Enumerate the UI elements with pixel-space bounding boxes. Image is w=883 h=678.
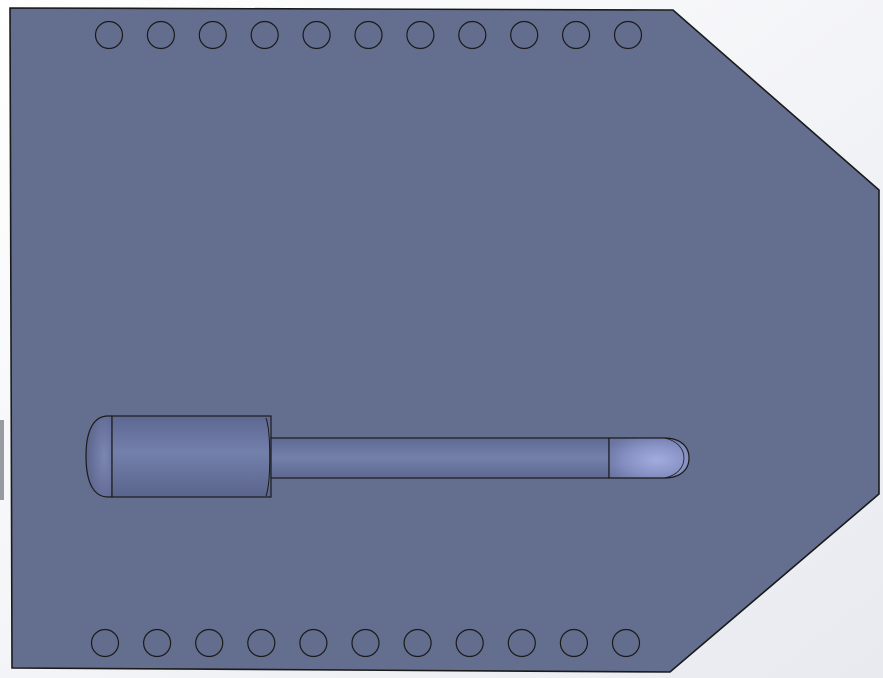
channel-slot[interactable] [85,415,690,498]
bottom-row-hole[interactable] [351,628,380,658]
bottom-row-hole[interactable] [143,628,172,658]
bottom-row-hole[interactable] [299,628,328,658]
bottom-row-hole[interactable] [455,628,484,658]
channel-tip-round [608,437,690,479]
top-row-hole[interactable] [510,20,539,50]
top-row-hole[interactable] [458,20,487,50]
top-row-hole[interactable] [613,20,643,50]
bottom-row-hole[interactable] [195,628,224,658]
top-row-hole[interactable] [406,20,435,50]
channel-wide-section [111,415,272,498]
top-row-hole[interactable] [561,20,591,50]
channel-tip-inner-edge [663,437,685,479]
channel-narrow-section [270,437,610,479]
bottom-row-hole[interactable] [559,628,589,658]
top-row-hole[interactable] [302,20,331,50]
top-row-hole[interactable] [250,20,279,50]
left-edge-shadow [0,420,4,500]
bottom-row-hole[interactable] [403,628,432,658]
bottom-hole-row [90,628,641,658]
top-row-hole[interactable] [354,20,383,50]
bottom-row-hole[interactable] [90,628,120,658]
bottom-row-hole[interactable] [507,628,536,658]
bottom-row-hole[interactable] [247,628,276,658]
top-row-hole[interactable] [146,20,175,50]
plate-face[interactable] [9,7,880,673]
bottom-row-hole[interactable] [611,628,641,658]
channel-end-cap-left [85,415,113,498]
top-hole-row [94,20,643,50]
top-row-hole[interactable] [198,20,227,50]
top-row-hole[interactable] [94,20,124,50]
channel-step-edge [265,417,271,497]
